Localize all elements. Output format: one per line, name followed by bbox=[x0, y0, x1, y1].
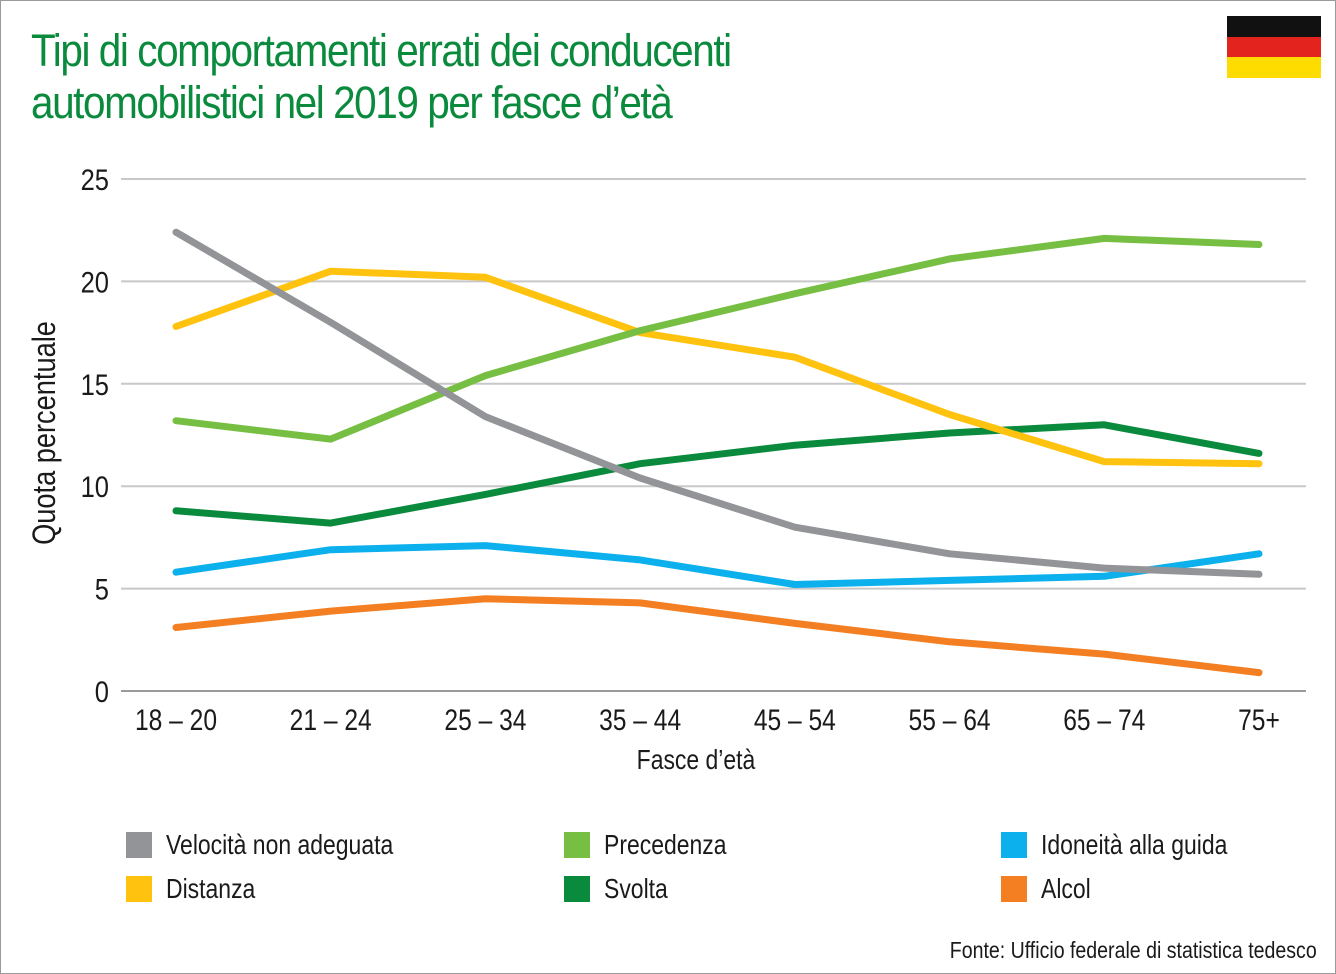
legend-label-precedenza: Precedenza bbox=[604, 829, 727, 860]
legend-label-idoneita: Idoneità alla guida bbox=[1041, 829, 1228, 860]
legend-swatch-distanza bbox=[126, 876, 152, 902]
y-tick-label: 10 bbox=[81, 470, 109, 503]
x-tick-label: 35 – 44 bbox=[599, 703, 681, 737]
x-tick-label: 65 – 74 bbox=[1063, 703, 1145, 737]
legend-label-alcol: Alcol bbox=[1041, 873, 1091, 904]
legend-label-svolta: Svolta bbox=[604, 873, 668, 904]
chart-title-line-2: automobilistici nel 2019 per fasce d’età bbox=[31, 77, 673, 128]
legend-swatch-velocita bbox=[126, 832, 152, 858]
legend-label-velocita: Velocità non adeguata bbox=[166, 829, 394, 860]
x-axis-title: Fasce d’età bbox=[637, 745, 756, 776]
series-line-2 bbox=[172, 542, 1263, 588]
y-tick-label: 0 bbox=[95, 675, 109, 708]
legend-swatch-svolta bbox=[564, 876, 590, 902]
legend-item-svolta: Svolta bbox=[564, 871, 682, 907]
x-tick-label: 18 – 20 bbox=[135, 703, 217, 737]
x-tick-label: 25 – 34 bbox=[444, 703, 526, 737]
legend-label-distanza: Distanza bbox=[166, 873, 256, 904]
legend-item-velocita: Velocità non adeguata bbox=[126, 827, 443, 863]
chart-legend: Velocità non adeguata Precedenza Idoneit… bbox=[1, 823, 1336, 913]
series-line-0 bbox=[172, 228, 1263, 578]
chart-title: Tipi di comportamenti errati dei conduce… bbox=[31, 25, 732, 129]
legend-swatch-alcol bbox=[1001, 876, 1027, 902]
flag-stripe-gold bbox=[1227, 57, 1321, 79]
germany-flag-icon bbox=[1227, 16, 1321, 79]
series-line-4 bbox=[172, 421, 1263, 527]
x-tick-label: 55 – 64 bbox=[909, 703, 991, 737]
x-tick-label: 45 – 54 bbox=[754, 703, 836, 737]
x-tick-label: 21 – 24 bbox=[290, 703, 372, 737]
legend-item-idoneita: Idoneità alla guida bbox=[1001, 827, 1268, 863]
y-tick-label: 15 bbox=[81, 368, 109, 401]
legend-item-precedenza: Precedenza bbox=[564, 827, 753, 863]
legend-item-distanza: Distanza bbox=[126, 871, 275, 907]
legend-swatch-idoneita bbox=[1001, 832, 1027, 858]
legend-swatch-precedenza bbox=[564, 832, 590, 858]
flag-stripe-red bbox=[1227, 36, 1321, 58]
y-tick-label: 20 bbox=[81, 265, 109, 298]
series-line-5 bbox=[172, 595, 1263, 677]
source-note: Fonte: Ufficio federale di statistica te… bbox=[950, 937, 1317, 963]
series-line-1 bbox=[172, 234, 1263, 443]
x-tick-label: 75+ bbox=[1238, 703, 1280, 737]
y-tick-label: 5 bbox=[95, 573, 109, 606]
legend-item-alcol: Alcol bbox=[1001, 871, 1102, 907]
y-axis-title: Quota percentuale bbox=[27, 321, 63, 545]
y-tick-label: 25 bbox=[81, 163, 109, 196]
chart-title-line-1: Tipi di comportamenti errati dei conduce… bbox=[31, 25, 732, 76]
line-chart: 0 5 10 15 20 25 18 – 20 21 – 24 25 – 34 35 – 44 45… bbox=[27, 163, 1306, 776]
flag-stripe-black bbox=[1227, 16, 1321, 37]
series-line-3 bbox=[172, 267, 1263, 468]
